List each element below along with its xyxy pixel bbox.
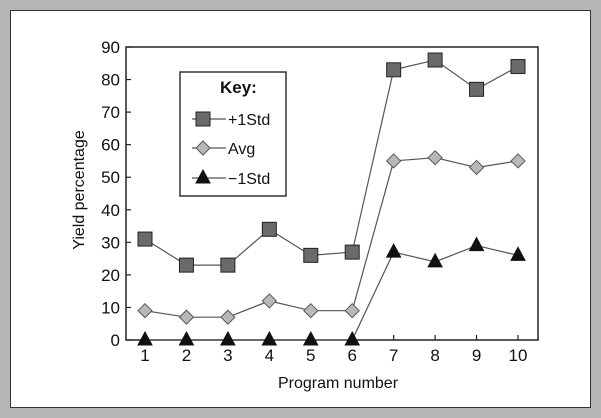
data-point-square xyxy=(386,62,402,78)
x-tick-label: 8 xyxy=(430,346,439,365)
y-tick-label: 0 xyxy=(111,331,120,350)
x-tick-label: 5 xyxy=(306,346,315,365)
data-point-square xyxy=(510,59,526,75)
data-point-triangle xyxy=(137,330,153,346)
data-point-triangle xyxy=(468,236,485,252)
data-point-triangle xyxy=(427,252,443,268)
y-axis-title: Yield percentage xyxy=(71,130,88,250)
x-tick-label: 10 xyxy=(509,346,528,365)
data-point-triangle xyxy=(510,246,526,261)
y-tick-label: 30 xyxy=(101,233,120,252)
series-line-diamond xyxy=(144,157,519,318)
y-tick-label: 90 xyxy=(101,38,120,57)
data-point-triangle xyxy=(261,330,278,346)
data-point-diamond xyxy=(261,293,278,309)
data-point-square xyxy=(178,257,194,273)
data-point-triangle xyxy=(178,330,195,346)
legend-marker-triangle xyxy=(195,168,211,184)
x-tick-label: 4 xyxy=(265,346,274,365)
data-point-diamond xyxy=(178,309,195,325)
legend-label: +1Std xyxy=(228,112,270,129)
data-point-triangle xyxy=(220,330,236,346)
series-line-square xyxy=(144,59,519,266)
series-lines xyxy=(144,59,519,341)
data-point-square xyxy=(469,81,485,97)
data-point-diamond xyxy=(344,302,360,319)
data-point-diamond xyxy=(510,153,526,169)
x-tick-label: 3 xyxy=(223,346,232,365)
x-tick-label: 9 xyxy=(472,346,481,365)
axes: 0 10 20 30 40 50 60 70 80 90 1 2 3 4 5 6 7 8 9 10 xyxy=(101,38,539,365)
legend-box xyxy=(179,71,287,197)
series-markers xyxy=(137,52,526,346)
legend-marker-square xyxy=(195,111,211,127)
x-tick-label: 1 xyxy=(140,346,149,365)
y-tick-label: 60 xyxy=(101,136,120,155)
x-tick-label: 7 xyxy=(389,346,398,365)
data-point-diamond xyxy=(137,302,153,319)
legend-title: Key: xyxy=(220,78,257,97)
legend-label: Avg xyxy=(228,141,255,158)
data-point-square xyxy=(220,257,236,273)
legend: Key: +1Std Avg −1Std xyxy=(179,71,287,197)
data-point-triangle xyxy=(385,243,402,258)
y-tick-label: 40 xyxy=(101,201,120,220)
data-point-square xyxy=(344,244,360,260)
data-point-square xyxy=(137,231,153,247)
legend-marker-diamond xyxy=(195,140,211,156)
data-point-diamond xyxy=(303,302,319,319)
data-point-diamond xyxy=(427,149,443,166)
data-point-square xyxy=(303,247,319,263)
legend-label: −1Std xyxy=(228,171,270,188)
data-point-square xyxy=(261,221,277,237)
data-point-triangle xyxy=(344,330,361,346)
data-point-triangle xyxy=(302,330,319,346)
y-tick-label: 70 xyxy=(101,103,120,122)
y-tick-label: 20 xyxy=(101,266,120,285)
x-axis-title: Program number xyxy=(278,375,399,392)
y-tick-label: 80 xyxy=(101,71,120,90)
data-point-square xyxy=(427,52,443,68)
data-point-diamond xyxy=(220,309,236,325)
series-line-triangle xyxy=(145,244,519,341)
y-tick-label: 10 xyxy=(101,298,120,317)
data-point-diamond xyxy=(385,153,402,169)
x-tick-label: 2 xyxy=(182,346,191,365)
data-point-diamond xyxy=(468,159,485,176)
y-tick-label: 50 xyxy=(101,168,120,187)
x-tick-label: 6 xyxy=(347,346,356,365)
